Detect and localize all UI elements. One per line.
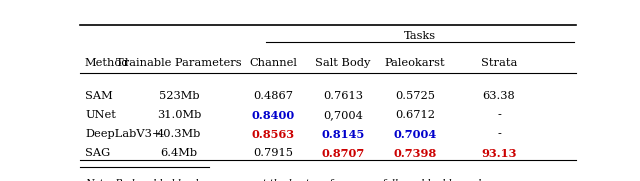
Text: 93.13: 93.13 xyxy=(481,148,517,159)
Text: DeepLabV3+: DeepLabV3+ xyxy=(85,129,161,139)
Text: 0.4867: 0.4867 xyxy=(253,91,293,101)
Text: 6.4Mb: 6.4Mb xyxy=(161,148,198,158)
Text: Trainable Parameters: Trainable Parameters xyxy=(116,58,242,68)
Text: Tasks: Tasks xyxy=(404,31,436,41)
Text: 0.8563: 0.8563 xyxy=(252,129,295,140)
Text: SAG: SAG xyxy=(85,148,110,158)
Text: 0,7004: 0,7004 xyxy=(323,110,363,120)
Text: 523Mb: 523Mb xyxy=(159,91,200,101)
Text: 0.5725: 0.5725 xyxy=(395,91,435,101)
Text: 31.0Mb: 31.0Mb xyxy=(157,110,202,120)
Text: 40.3Mb: 40.3Mb xyxy=(157,129,202,139)
Text: Channel: Channel xyxy=(250,58,298,68)
Text: 63.38: 63.38 xyxy=(483,91,515,101)
Text: -: - xyxy=(497,110,501,120)
Text: -: - xyxy=(497,129,501,139)
Text: UNet: UNet xyxy=(85,110,116,120)
Text: 0.8707: 0.8707 xyxy=(321,148,365,159)
Text: Note: Red and bold values represent the best performance, followed by blue value: Note: Red and bold values represent the … xyxy=(85,179,493,181)
Text: Method: Method xyxy=(85,58,129,68)
Text: 0.7915: 0.7915 xyxy=(253,148,293,158)
Text: 0.8145: 0.8145 xyxy=(321,129,365,140)
Text: Salt Body: Salt Body xyxy=(315,58,371,68)
Text: 0.6712: 0.6712 xyxy=(395,110,435,120)
Text: 0.7613: 0.7613 xyxy=(323,91,363,101)
Text: 0.7398: 0.7398 xyxy=(393,148,436,159)
Text: SAM: SAM xyxy=(85,91,113,101)
Text: Paleokarst: Paleokarst xyxy=(385,58,445,68)
Text: 0.8400: 0.8400 xyxy=(252,110,295,121)
Text: Strata: Strata xyxy=(481,58,517,68)
Text: 0.7004: 0.7004 xyxy=(393,129,436,140)
